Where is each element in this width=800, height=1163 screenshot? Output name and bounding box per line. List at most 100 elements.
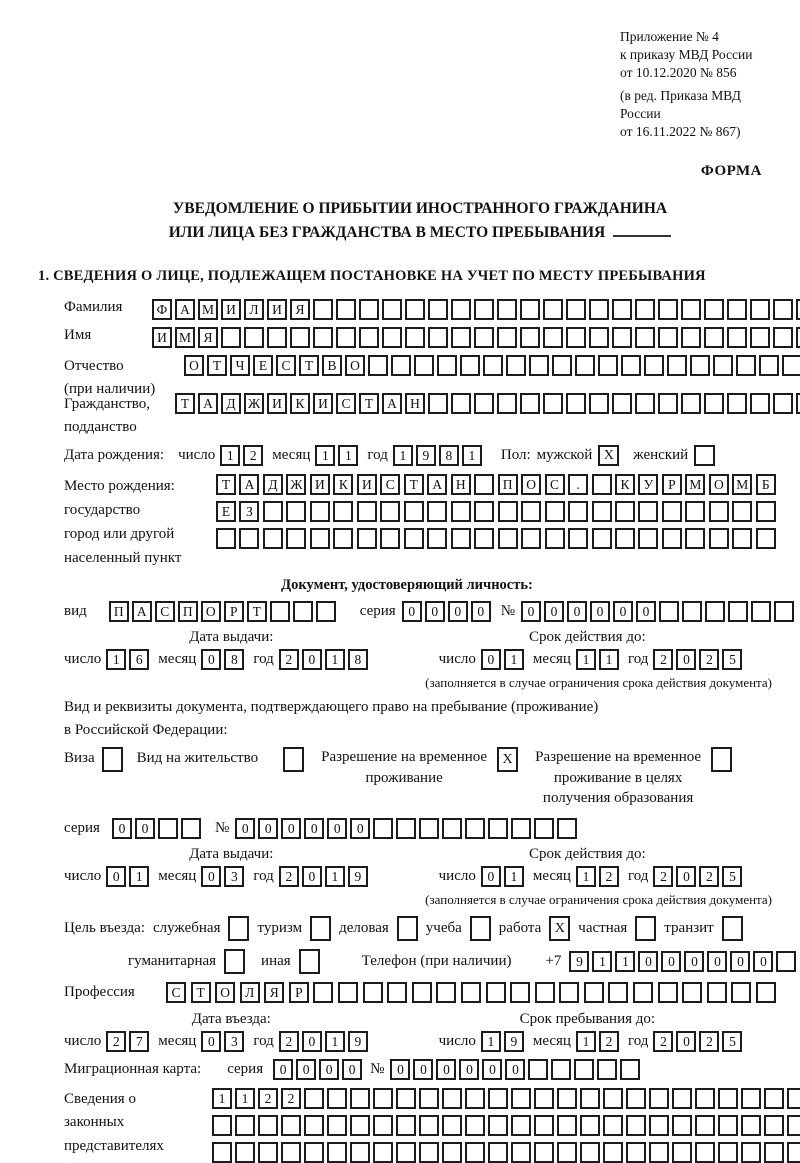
- char-box[interactable]: [635, 299, 655, 321]
- char-box[interactable]: А: [382, 393, 402, 415]
- char-box[interactable]: [690, 355, 710, 377]
- char-box[interactable]: [704, 299, 724, 321]
- char-box[interactable]: [603, 1115, 623, 1136]
- char-box[interactable]: [474, 474, 495, 496]
- char-box[interactable]: О: [345, 355, 365, 377]
- char-box[interactable]: [497, 528, 518, 550]
- char-box[interactable]: [403, 501, 424, 523]
- char-box[interactable]: [442, 1115, 462, 1136]
- char-box[interactable]: 9: [347, 866, 368, 887]
- char-box[interactable]: [396, 818, 417, 839]
- purpose-work-checkbox[interactable]: X: [549, 916, 571, 941]
- char-box[interactable]: 0: [613, 601, 633, 623]
- char-box[interactable]: 2: [598, 866, 619, 887]
- char-box[interactable]: [511, 1088, 531, 1109]
- char-box[interactable]: [267, 327, 287, 349]
- char-box[interactable]: [603, 1142, 623, 1163]
- char-box[interactable]: Т: [175, 393, 195, 415]
- char-box[interactable]: А: [175, 299, 195, 321]
- char-box[interactable]: [741, 1088, 761, 1109]
- char-box[interactable]: 0: [201, 1031, 222, 1052]
- char-box[interactable]: 1: [592, 951, 613, 972]
- char-box[interactable]: [597, 1059, 618, 1080]
- char-box[interactable]: [638, 501, 659, 523]
- char-box[interactable]: [764, 1142, 784, 1163]
- char-box[interactable]: 1: [235, 1088, 255, 1109]
- char-box[interactable]: [773, 327, 793, 349]
- char-box[interactable]: [787, 1088, 800, 1109]
- char-box[interactable]: [497, 501, 518, 523]
- char-box[interactable]: Ж: [286, 474, 307, 496]
- char-box[interactable]: [511, 1142, 531, 1163]
- char-box[interactable]: 0: [281, 818, 302, 839]
- char-box[interactable]: [682, 982, 703, 1003]
- char-box[interactable]: [787, 1115, 800, 1136]
- char-box[interactable]: [262, 501, 283, 523]
- char-box[interactable]: [685, 528, 706, 550]
- char-box[interactable]: [773, 299, 793, 321]
- char-box[interactable]: [488, 1142, 508, 1163]
- char-box[interactable]: [350, 1115, 370, 1136]
- char-box[interactable]: [620, 1059, 641, 1080]
- char-box[interactable]: 0: [350, 818, 371, 839]
- char-box[interactable]: [557, 1142, 577, 1163]
- char-box[interactable]: [373, 1142, 393, 1163]
- char-box[interactable]: 0: [111, 818, 132, 839]
- char-box[interactable]: Д: [262, 474, 283, 496]
- char-box[interactable]: [589, 299, 609, 321]
- char-box[interactable]: [356, 501, 377, 523]
- char-box[interactable]: [667, 355, 687, 377]
- char-box[interactable]: 2: [598, 1031, 619, 1052]
- char-box[interactable]: [681, 327, 701, 349]
- char-box[interactable]: [632, 982, 653, 1003]
- char-box[interactable]: [428, 393, 448, 415]
- char-box[interactable]: [180, 818, 201, 839]
- char-box[interactable]: [589, 393, 609, 415]
- char-box[interactable]: О: [200, 601, 221, 623]
- char-box[interactable]: Ч: [230, 355, 250, 377]
- char-box[interactable]: [591, 501, 612, 523]
- char-box[interactable]: 5: [722, 1031, 743, 1052]
- char-box[interactable]: [387, 982, 408, 1003]
- char-box[interactable]: [534, 982, 555, 1003]
- char-box[interactable]: [382, 327, 402, 349]
- char-box[interactable]: 0: [480, 649, 501, 671]
- char-box[interactable]: [626, 1142, 646, 1163]
- char-box[interactable]: С: [544, 474, 565, 496]
- char-box[interactable]: У: [638, 474, 659, 496]
- char-box[interactable]: [796, 299, 800, 321]
- char-box[interactable]: [315, 601, 336, 623]
- char-box[interactable]: Л: [244, 299, 264, 321]
- char-box[interactable]: 0: [567, 601, 587, 623]
- char-box[interactable]: [583, 982, 604, 1003]
- char-box[interactable]: [704, 327, 724, 349]
- purpose-business-checkbox[interactable]: [396, 916, 418, 941]
- char-box[interactable]: [755, 528, 776, 550]
- char-box[interactable]: [727, 327, 747, 349]
- char-box[interactable]: [235, 1115, 255, 1136]
- char-box[interactable]: 2: [653, 649, 674, 671]
- char-box[interactable]: [157, 818, 178, 839]
- char-box[interactable]: [728, 601, 748, 623]
- char-box[interactable]: [239, 528, 260, 550]
- char-box[interactable]: О: [184, 355, 204, 377]
- sex-male-checkbox[interactable]: X: [598, 445, 620, 467]
- char-box[interactable]: [359, 327, 379, 349]
- char-box[interactable]: [465, 1088, 485, 1109]
- char-box[interactable]: [309, 501, 330, 523]
- char-box[interactable]: [704, 393, 724, 415]
- char-box[interactable]: К: [614, 474, 635, 496]
- char-box[interactable]: А: [427, 474, 448, 496]
- char-box[interactable]: [534, 1088, 554, 1109]
- char-box[interactable]: 2: [653, 866, 674, 887]
- char-box[interactable]: [773, 393, 793, 415]
- char-box[interactable]: 0: [676, 649, 697, 671]
- char-box[interactable]: [528, 1059, 549, 1080]
- char-box[interactable]: [396, 1088, 416, 1109]
- purpose-other-checkbox[interactable]: [298, 949, 320, 974]
- char-box[interactable]: [474, 299, 494, 321]
- char-box[interactable]: [543, 299, 563, 321]
- char-box[interactable]: [626, 1115, 646, 1136]
- char-box[interactable]: [373, 1088, 393, 1109]
- char-box[interactable]: [465, 818, 486, 839]
